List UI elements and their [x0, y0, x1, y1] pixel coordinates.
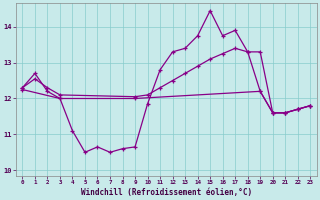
X-axis label: Windchill (Refroidissement éolien,°C): Windchill (Refroidissement éolien,°C) — [81, 188, 252, 197]
